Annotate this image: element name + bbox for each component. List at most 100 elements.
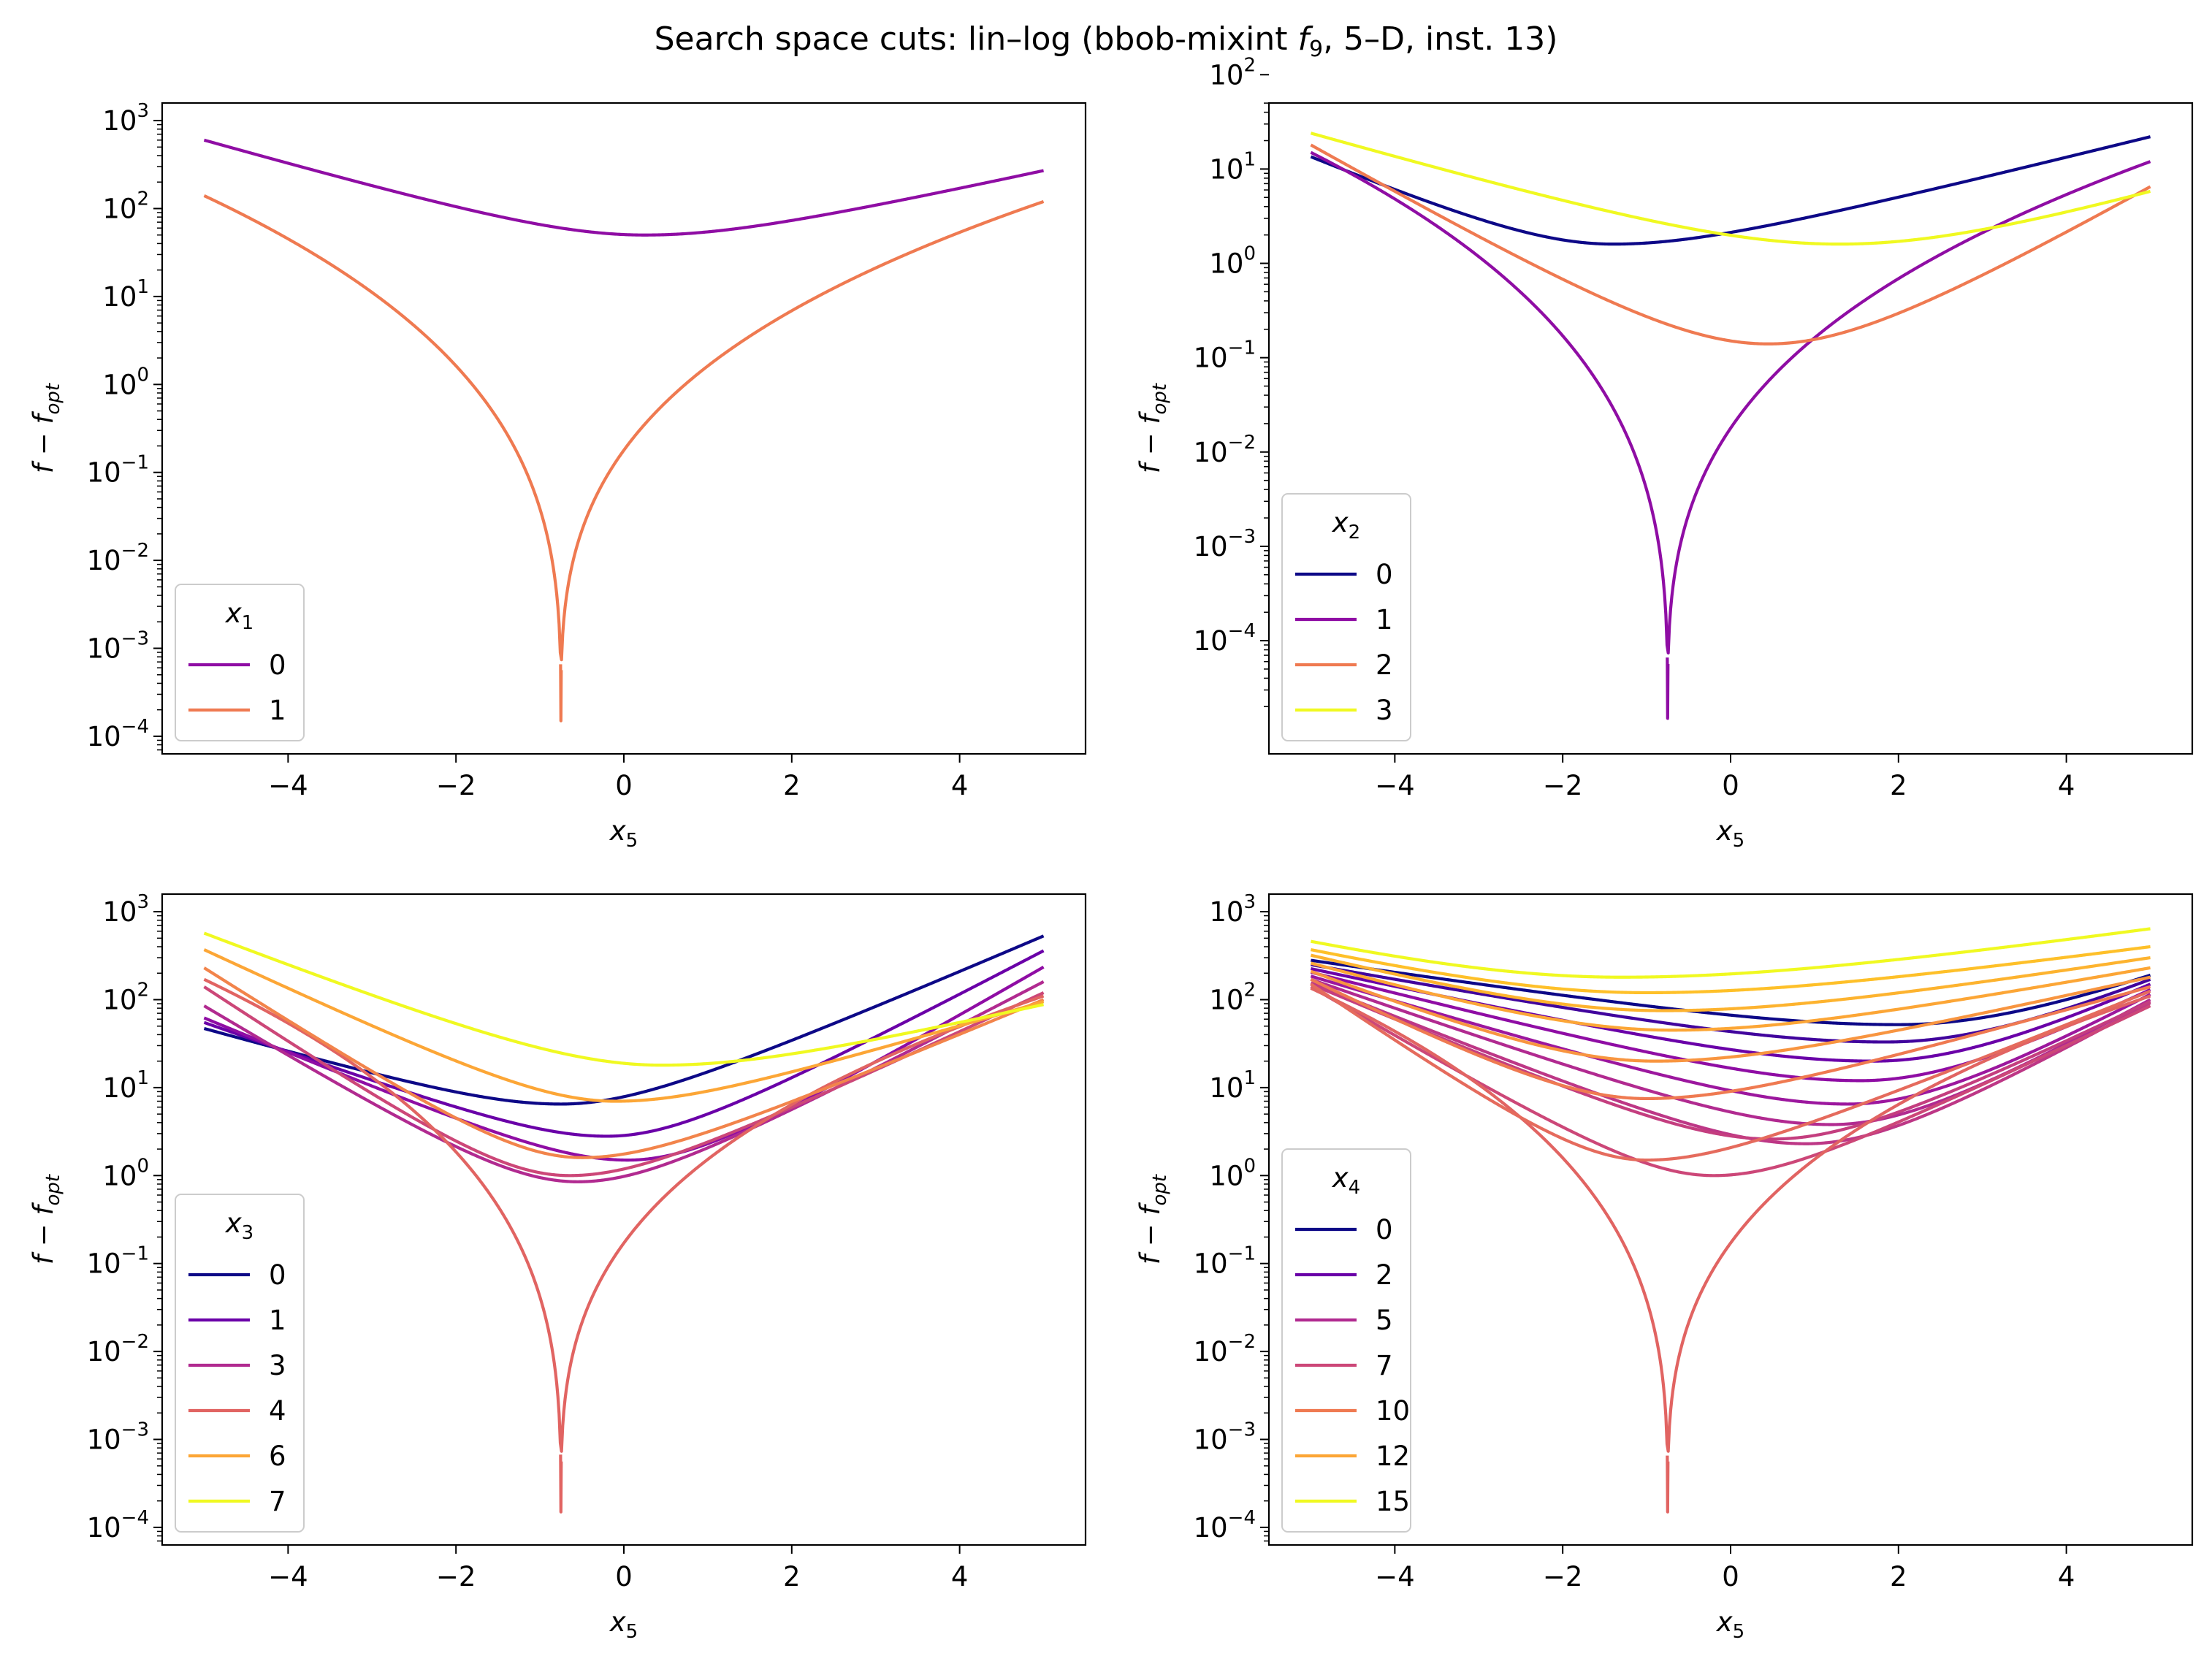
series-line-4b <box>203 966 1045 1159</box>
x-tick-label: 2 <box>783 770 801 801</box>
y-tick-base: 10 <box>1194 1424 1228 1456</box>
x-tick-label: 2 <box>783 1561 801 1592</box>
y-tick-exponent: 0 <box>1243 243 1256 265</box>
y-tick-exponent: −4 <box>1228 1507 1256 1529</box>
y-tick-base: 10 <box>102 1072 137 1104</box>
x-axis-label-sub: 5 <box>1733 830 1745 852</box>
legend-label-5: 5 <box>1376 1305 1393 1336</box>
series-line-0 <box>203 934 1045 1106</box>
legend-label-1: 1 <box>269 695 286 726</box>
series-lines <box>203 138 1045 722</box>
y-tick-exponent: 2 <box>1243 54 1256 76</box>
y-tick-label: 100 <box>1209 243 1256 280</box>
x-tick-label: −2 <box>436 770 476 801</box>
series-line-14 <box>1311 945 2151 995</box>
y-axis-label-sub: opt <box>42 1174 64 1205</box>
x-tick-label: 2 <box>1890 1561 1907 1592</box>
y-tick-exponent: −3 <box>121 628 149 650</box>
series-line-1 <box>203 194 1045 722</box>
series-lines <box>1310 131 2151 720</box>
y-tick-label: 101 <box>1209 148 1256 185</box>
y-tick-label: 10−2 <box>1194 1331 1256 1367</box>
legend-label-12: 12 <box>1376 1441 1410 1472</box>
y-tick-base: 10 <box>87 1336 121 1367</box>
y-tick-exponent: 2 <box>1243 979 1256 1001</box>
y-tick-base: 10 <box>87 1424 121 1456</box>
series-line-8 <box>1310 986 2151 1514</box>
y-tick-exponent: −1 <box>121 452 149 474</box>
y-tick-label: 10−3 <box>1194 1419 1256 1456</box>
legend-box <box>1281 1148 1411 1533</box>
y-tick-exponent: 2 <box>137 979 149 1001</box>
legend-title: x3 <box>225 1207 253 1244</box>
x-tick-label: 4 <box>2058 1561 2075 1592</box>
y-tick-label: 10−2 <box>87 540 149 576</box>
x-axis-label-var: x <box>1716 815 1734 847</box>
y-tick-label: 101 <box>102 276 149 313</box>
x-axis-label: x5 <box>609 815 638 852</box>
series-line-12 <box>1310 961 2151 1032</box>
series-line-0 <box>1311 958 2151 1026</box>
y-tick-label: 102 <box>1209 54 1256 91</box>
y-tick-base: 10 <box>102 896 137 928</box>
legend-label-3: 3 <box>1376 695 1393 726</box>
y-axis-label: f − fopt <box>28 383 64 473</box>
y-tick-label: 10−1 <box>87 1243 149 1280</box>
figure-title-f-sub: 9 <box>1309 37 1323 62</box>
y-tick-label: 103 <box>102 100 149 137</box>
y-tick-label: 102 <box>1209 979 1256 1015</box>
legend-label-2: 2 <box>1376 1259 1393 1291</box>
legend-label-7: 7 <box>269 1486 286 1517</box>
y-tick-exponent: −4 <box>121 716 149 738</box>
legend-label-7: 7 <box>1376 1350 1393 1381</box>
series-line-10 <box>1310 977 2151 1101</box>
y-tick-exponent: −4 <box>1228 620 1256 642</box>
y-tick-label: 100 <box>1209 1155 1256 1191</box>
series-line-3 <box>203 980 1045 1183</box>
y-tick-exponent: 3 <box>1243 891 1256 913</box>
y-tick-exponent: −4 <box>121 1507 149 1529</box>
y-tick-base: 10 <box>87 721 121 752</box>
x-axis-label-var: x <box>1716 1606 1734 1638</box>
y-tick-base: 10 <box>87 1512 121 1544</box>
x-tick-label: 4 <box>2058 770 2075 801</box>
legend-box <box>1281 493 1411 741</box>
y-tick-exponent: 0 <box>137 1155 149 1177</box>
series-line-1 <box>203 949 1045 1138</box>
y-tick-label: 10−2 <box>1194 432 1256 468</box>
y-tick-exponent: −3 <box>1228 526 1256 548</box>
x-axis-label-var: x <box>609 1606 627 1638</box>
y-tick-exponent: −2 <box>1228 1331 1256 1353</box>
y-tick-exponent: −1 <box>121 1243 149 1265</box>
legend-title-var: x <box>1332 507 1349 538</box>
y-tick-label: 10−3 <box>1194 526 1256 562</box>
x-axis-label-sub: 5 <box>626 1621 638 1643</box>
legend-label-0: 0 <box>1376 1214 1393 1245</box>
x-axis-label-sub: 5 <box>626 830 638 852</box>
y-tick-label: 100 <box>102 1155 149 1191</box>
legend-box <box>175 584 305 741</box>
y-axis-label: f − fopt <box>1134 383 1171 473</box>
x-tick-label: −2 <box>1543 1561 1583 1592</box>
y-tick-exponent: 0 <box>137 364 149 386</box>
series-lines <box>203 931 1045 1514</box>
x-tick-label: 4 <box>951 770 969 801</box>
legend-title-sub: 1 <box>242 612 254 634</box>
series-line-13 <box>1310 953 2151 1012</box>
y-tick-base: 10 <box>102 193 137 224</box>
y-tick-base: 10 <box>87 1248 121 1280</box>
y-tick-exponent: 1 <box>137 276 149 298</box>
y-tick-exponent: −2 <box>1228 432 1256 454</box>
y-tick-base: 10 <box>1194 1512 1228 1544</box>
y-tick-label: 102 <box>102 188 149 224</box>
series-line-3 <box>1310 131 2151 246</box>
y-tick-label: 10−4 <box>87 1507 149 1544</box>
y-tick-exponent: 0 <box>1243 1155 1256 1177</box>
x-tick-label: 0 <box>1722 770 1739 801</box>
legend-title: x4 <box>1332 1162 1360 1199</box>
legend-title-var: x <box>225 1207 243 1239</box>
y-tick-label: 101 <box>1209 1067 1256 1104</box>
